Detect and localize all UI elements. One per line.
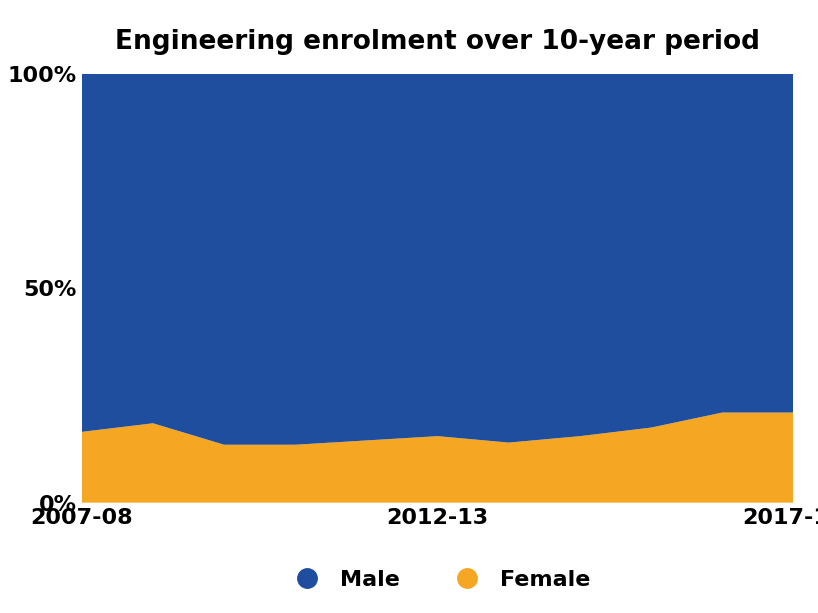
Title: Engineering enrolment over 10-year period: Engineering enrolment over 10-year perio… (115, 29, 760, 55)
Legend: Male, Female: Male, Female (276, 561, 600, 599)
